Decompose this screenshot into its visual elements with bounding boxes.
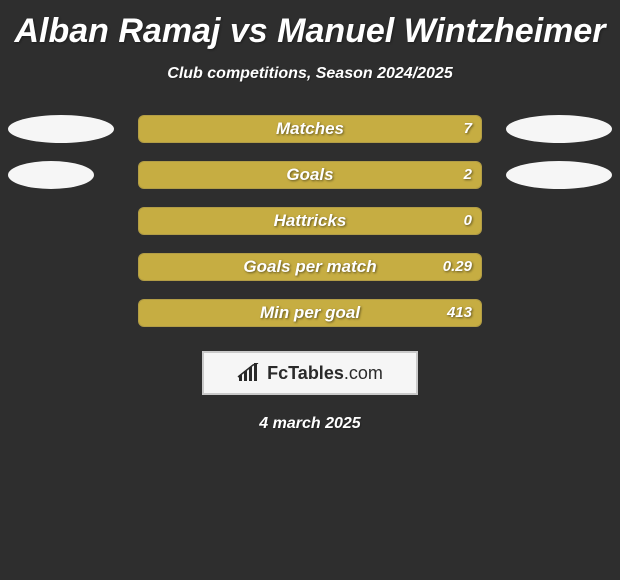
bar-fill [139, 208, 481, 234]
bar-track [138, 115, 482, 143]
bar-track [138, 161, 482, 189]
stat-row-goals: Goals 2 [8, 161, 612, 189]
page-title: Alban Ramaj vs Manuel Wintzheimer [0, 0, 620, 51]
left-ellipse [8, 161, 94, 189]
bar-chart-icon [237, 363, 261, 383]
stats-rows: Matches 7 Goals 2 Hattricks 0 Goals per … [0, 115, 620, 327]
date-label: 4 march 2025 [0, 415, 620, 433]
stat-row-matches: Matches 7 [8, 115, 612, 143]
bar-track [138, 253, 482, 281]
bar-fill [139, 254, 481, 280]
logo-brand: FcTables [267, 363, 344, 383]
subtitle: Club competitions, Season 2024/2025 [0, 65, 620, 83]
bar-fill [139, 300, 481, 326]
comparison-widget: Alban Ramaj vs Manuel Wintzheimer Club c… [0, 0, 620, 580]
bar-track [138, 207, 482, 235]
fctables-logo[interactable]: FcTables.com [202, 351, 418, 395]
left-ellipse [8, 115, 114, 143]
stat-row-goals-per-match: Goals per match 0.29 [8, 253, 612, 281]
stat-row-min-per-goal: Min per goal 413 [8, 299, 612, 327]
right-ellipse [506, 161, 612, 189]
logo-text: FcTables.com [267, 363, 383, 384]
bar-fill [139, 116, 481, 142]
right-ellipse [506, 115, 612, 143]
stat-row-hattricks: Hattricks 0 [8, 207, 612, 235]
logo-suffix: .com [344, 363, 383, 383]
bar-track [138, 299, 482, 327]
bar-fill [139, 162, 481, 188]
